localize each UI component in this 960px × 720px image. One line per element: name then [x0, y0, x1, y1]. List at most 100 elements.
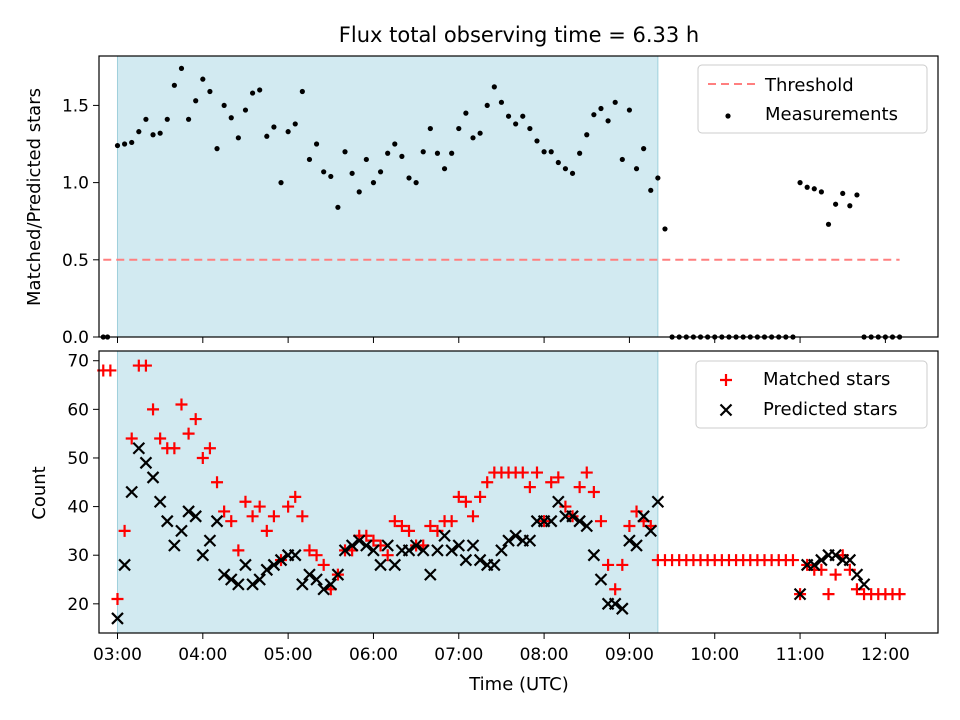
matched-star-marker	[893, 588, 906, 601]
count-x-tick-label: 12:00	[861, 645, 910, 665]
count-x-tick-label: 10:00	[690, 645, 739, 665]
matched-star-marker	[609, 583, 622, 596]
measurement-point	[811, 186, 817, 192]
predicted-star-marker	[594, 573, 608, 586]
count-x-tick-label: 04:00	[178, 645, 227, 665]
measurement-point	[321, 169, 327, 175]
predicted-star-marker	[402, 544, 416, 557]
matched-star-marker	[516, 466, 529, 479]
matched-star-marker	[452, 490, 465, 503]
predicted-star-marker	[552, 495, 565, 509]
measurement-point	[527, 125, 533, 132]
count-x-tick-label: 09:00	[605, 645, 654, 665]
measurement-point	[150, 132, 156, 138]
measurement-point	[825, 221, 832, 227]
measurement-point	[420, 149, 426, 155]
measurement-point	[833, 201, 839, 207]
matched-star-marker	[481, 476, 494, 489]
count-axis-ticks: 20 30 40 50 60 70 03:00 04:00 05:00 06:00 07:00 08:…	[67, 352, 910, 665]
matched-star-marker	[168, 442, 181, 455]
predicted-star-marker	[409, 539, 423, 552]
matched-star-marker	[381, 549, 394, 562]
matched-star-marker	[296, 510, 309, 523]
matched-star-marker	[374, 539, 387, 552]
matched-star-marker	[530, 466, 543, 479]
predicted-star-marker	[488, 558, 501, 572]
measurement-point	[505, 113, 512, 119]
legend-predicted-marker	[719, 403, 733, 417]
matched-star-marker	[310, 549, 323, 562]
predicted-star-marker	[232, 578, 245, 591]
measurement-point	[612, 99, 618, 105]
matched-star-marker	[125, 432, 138, 445]
predicted-star-marker	[587, 548, 601, 562]
count-legend: Matched stars Predicted stars	[695, 360, 928, 429]
count-y-tick-label: 50	[67, 449, 89, 469]
measurement-point	[441, 166, 448, 172]
count-y-tick-label: 60	[67, 400, 89, 420]
measurement-point	[633, 166, 640, 172]
predicted-star-marker	[793, 587, 807, 601]
measurement-point	[463, 110, 469, 116]
predicted-star-marker	[857, 578, 871, 591]
matched-star-marker	[829, 568, 842, 581]
measurement-point	[413, 180, 419, 186]
measurement-point	[221, 102, 227, 109]
measurement-points	[100, 65, 903, 340]
measurement-point	[655, 175, 661, 181]
count-y-tick-label: 20	[67, 595, 89, 615]
matched-star-marker	[445, 515, 458, 528]
predicted-star-marker	[139, 456, 153, 470]
count-y-tick-label: 40	[67, 498, 89, 518]
predicted-star-marker	[850, 568, 864, 581]
matched-star-marker	[424, 520, 437, 533]
matched-star-marker	[431, 524, 444, 537]
measurement-point	[854, 192, 860, 198]
measurement-point	[285, 129, 291, 135]
matched-star-marker	[474, 490, 487, 503]
measurement-point	[456, 125, 462, 132]
measurement-point	[569, 170, 576, 176]
observing-span-shade	[116, 55, 659, 338]
figure-title: Flux total observing time = 6.33 h	[339, 23, 699, 47]
measurement-point	[193, 98, 199, 104]
measurement-point	[584, 132, 590, 138]
predicted-star-marker	[210, 514, 224, 528]
matched-star-marker	[260, 524, 273, 537]
matched-star-marker	[594, 515, 607, 528]
matched-star-marker	[303, 544, 316, 557]
predicted-star-marker	[566, 510, 579, 523]
measurement-point	[641, 146, 647, 152]
ratio-axes-frame	[98, 55, 939, 338]
matched-star-marker	[239, 495, 252, 508]
measurement-point	[185, 116, 192, 122]
measurement-point	[313, 141, 320, 147]
measurement-point	[328, 173, 334, 180]
measurement-point	[136, 129, 142, 135]
ratio-legend-box	[697, 64, 928, 134]
measurement-point	[299, 88, 305, 95]
predicted-star-marker	[125, 485, 138, 499]
legend-matched-marker	[720, 374, 732, 386]
matched-star-marker	[232, 544, 245, 557]
predicted-star-marker	[303, 568, 316, 581]
count-y-tick-label: 70	[67, 352, 89, 372]
matched-star-marker	[289, 490, 302, 503]
matched-star-marker	[196, 451, 209, 464]
measurement-point	[306, 156, 313, 163]
matched-star-marker	[545, 476, 558, 489]
predicted-star-marker	[523, 534, 537, 547]
matched-star-marker	[580, 466, 593, 479]
count-x-tick-label: 07:00	[434, 645, 483, 665]
matched-star-marker	[267, 510, 280, 523]
predicted-star-marker	[160, 514, 174, 528]
matched-star-marker	[786, 554, 799, 567]
matched-star-marker	[559, 500, 572, 513]
predicted-star-marker	[495, 544, 508, 557]
measurement-point	[626, 107, 633, 113]
predicted-star-marker	[616, 602, 629, 615]
measurement-point	[249, 90, 256, 96]
measurement-point	[662, 226, 668, 232]
matched-star-marker	[282, 500, 295, 513]
